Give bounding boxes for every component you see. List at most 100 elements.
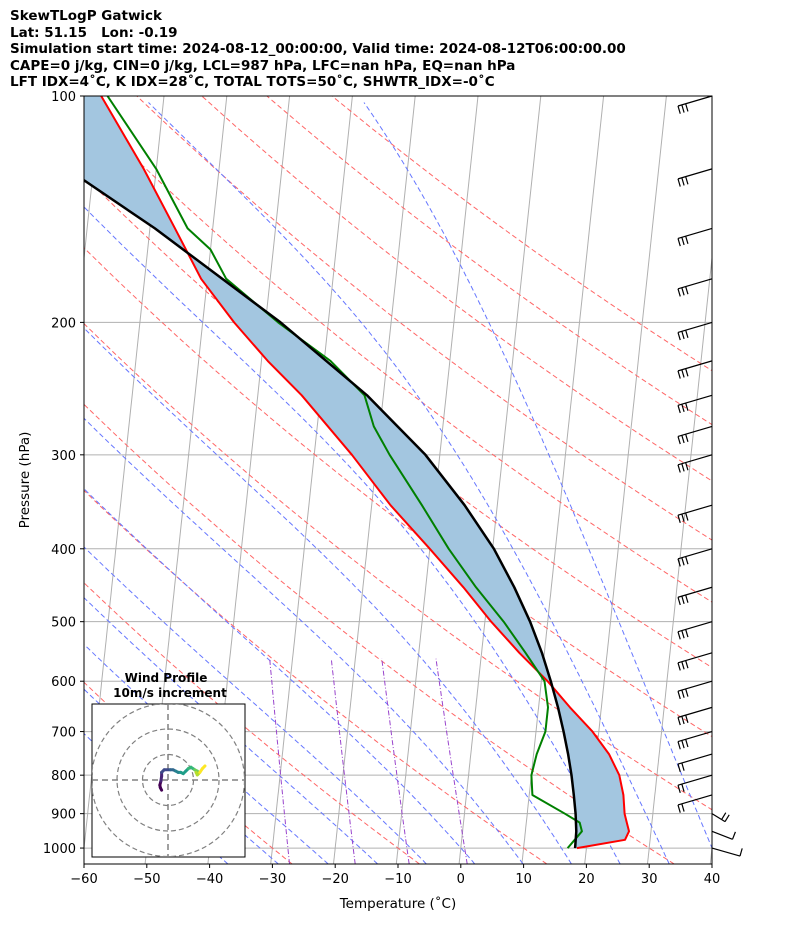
skewt-plot-area (84, 96, 712, 864)
wind-barb-shaft (677, 227, 713, 240)
wind-barb-feather (681, 716, 685, 725)
wind-barb-feather (677, 105, 681, 114)
wind-barb-feather (677, 717, 681, 726)
wind-barb-feather (677, 288, 681, 297)
wind-barb-feather (677, 405, 681, 414)
wind-barb (711, 812, 730, 823)
wind-barb (677, 454, 713, 473)
wind-barb-feather (685, 556, 689, 565)
wind-barb-feather (685, 286, 689, 295)
wind-barb-feather (739, 848, 743, 857)
header-indices: LFT IDX=4˚C, K IDX=28˚C, TOTAL TOTS=50˚C… (10, 74, 495, 90)
wind-barb (677, 586, 713, 606)
y-tick-label: 800 (51, 769, 76, 784)
hodograph-ring (116, 728, 220, 832)
wind-barb-feather (677, 741, 681, 750)
moist-adiabat (84, 327, 572, 864)
y-tick-label: 400 (51, 543, 76, 558)
wind-barb (677, 360, 713, 379)
y-tick-label: 500 (51, 616, 76, 631)
wind-barb-shaft (711, 847, 741, 857)
wind-barb-feather (681, 689, 685, 698)
wind-barb-feather (677, 464, 681, 473)
wind-barb-shaft (711, 830, 733, 840)
wind-barb-shaft (677, 278, 713, 290)
wind-barb-feather (681, 369, 685, 378)
wind-barb-feather (681, 435, 685, 444)
wind-barb-feather (681, 740, 685, 749)
wind-barb-feather (677, 238, 681, 247)
dry-adiabat (201, 96, 712, 482)
wind-barb-shaft (677, 753, 713, 765)
wind-barb-shaft (677, 548, 713, 560)
wind-barb-feather (681, 463, 685, 472)
wind-barb-feather (681, 104, 685, 113)
x-tick-label: −30 (259, 872, 286, 887)
x-tick-label: 10 (515, 872, 532, 887)
wind-barb-feather (685, 594, 689, 603)
hodograph-subtitle: 10m/s increment (113, 686, 227, 700)
header-title: SkewTLogP Gatwick (10, 8, 163, 24)
wind-barb-shaft (677, 168, 713, 180)
wind-barb (677, 548, 713, 567)
wind-barb-feather (685, 462, 689, 471)
isotherm-gridline (709, 843, 712, 864)
x-tick-label: −50 (133, 872, 160, 887)
mixing-ratio-line (269, 658, 290, 864)
wind-barbs (677, 95, 743, 857)
y-tick-label: 600 (51, 675, 76, 690)
y-tick-label: 1000 (43, 842, 76, 857)
wind-barb-feather (685, 402, 689, 411)
chart-header: SkewTLogP Gatwick Lat: 51.15 Lon: -0.19 Si… (10, 8, 626, 91)
wind-barb-feather (681, 783, 685, 792)
dewpoint-profile (106, 96, 583, 849)
hodograph-title: Wind Profile (125, 671, 208, 685)
wind-barb-feather (677, 804, 681, 813)
moist-adiabat (84, 546, 427, 864)
wind-barb-feather (677, 785, 681, 794)
wind-barb-shaft (677, 95, 713, 107)
wind-barb-feather (685, 176, 689, 185)
wind-barb-feather (681, 803, 685, 812)
wind-barb-feather (681, 513, 685, 522)
wind-barb-feather (677, 436, 681, 445)
header-cape: CAPE=0 j/kg, CIN=0 j/kg, LCL=987 hPa, LF… (10, 57, 516, 74)
moist-adiabat (84, 417, 524, 864)
wind-barb-feather (677, 763, 681, 772)
wind-barb (711, 847, 743, 857)
wind-barb-feather (681, 331, 685, 340)
wind-barb-shaft (677, 425, 713, 437)
dry-adiabat (84, 247, 712, 738)
wind-barb-feather (681, 762, 685, 771)
x-tick-label: −20 (321, 872, 348, 887)
wind-barb-feather (685, 236, 689, 245)
moist-adiabat (363, 102, 712, 850)
wind-barb-feather (677, 691, 681, 700)
wind-barb-feather (685, 329, 689, 338)
dry-adiabat (136, 96, 712, 541)
wind-barb-feather (681, 661, 685, 670)
wind-barb-feather (681, 630, 685, 639)
hodograph-clip-group (92, 704, 245, 857)
wind-barb-shaft (677, 652, 713, 664)
wind-barb-feather (681, 287, 685, 296)
mixing-ratio-line (435, 658, 468, 864)
wind-barb-shaft (677, 730, 713, 743)
plot-clip-group (84, 96, 712, 864)
isotherm-gridline (270, 96, 353, 864)
y-tick-label: 200 (51, 316, 76, 331)
wind-barb-shaft (677, 394, 713, 406)
wind-barb-shaft (677, 360, 713, 372)
temperature-profile (100, 96, 630, 850)
y-tick-label: 100 (51, 90, 76, 105)
x-tick-label: 20 (578, 872, 595, 887)
y-tick-label: 700 (51, 726, 76, 741)
wind-barb-shaft (677, 454, 713, 466)
wind-barb-feather (677, 662, 681, 671)
wind-barb-shaft (677, 774, 713, 786)
wind-barb-shaft (677, 621, 713, 633)
wind-barb-feather (685, 433, 689, 442)
wind-barb-feather (677, 631, 681, 640)
header-location: Lat: 51.15 Lon: -0.19 (10, 24, 178, 41)
wind-barb-feather (685, 660, 689, 669)
